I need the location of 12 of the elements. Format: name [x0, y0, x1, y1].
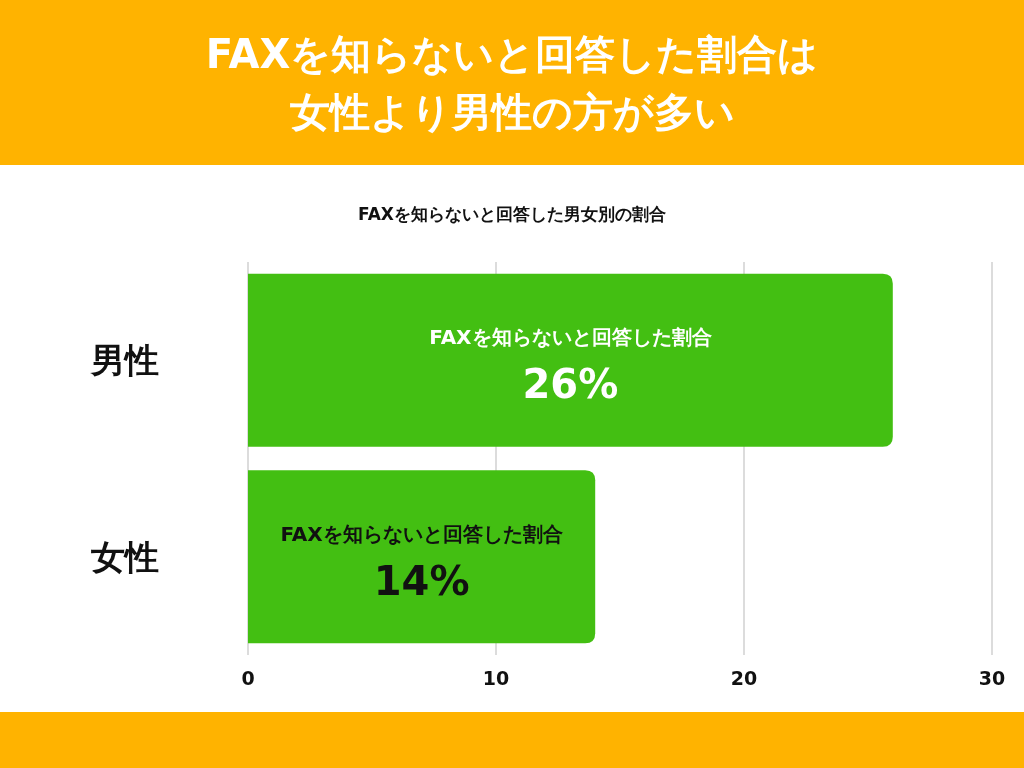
- annotation: FAXを知らないと回答した割合: [280, 521, 563, 546]
- chart-subtitle: FAXを知らないと回答した男女別の割合: [358, 204, 666, 224]
- y-tick-label: 男性: [90, 340, 159, 381]
- chart-title: FAXを知らないと回答した割合は女性より男性の方が多い: [204, 29, 820, 137]
- annotation: FAXを知らないと回答した割合: [429, 325, 712, 350]
- data-label: 26%: [522, 361, 619, 408]
- x-tick-label: 10: [482, 667, 510, 689]
- data-label: 14%: [373, 557, 470, 604]
- x-tick-label: 20: [730, 667, 758, 689]
- x-tick-label: 30: [978, 667, 1006, 689]
- x-tick-label: 0: [241, 667, 255, 689]
- y-tick-label: 女性: [90, 536, 159, 577]
